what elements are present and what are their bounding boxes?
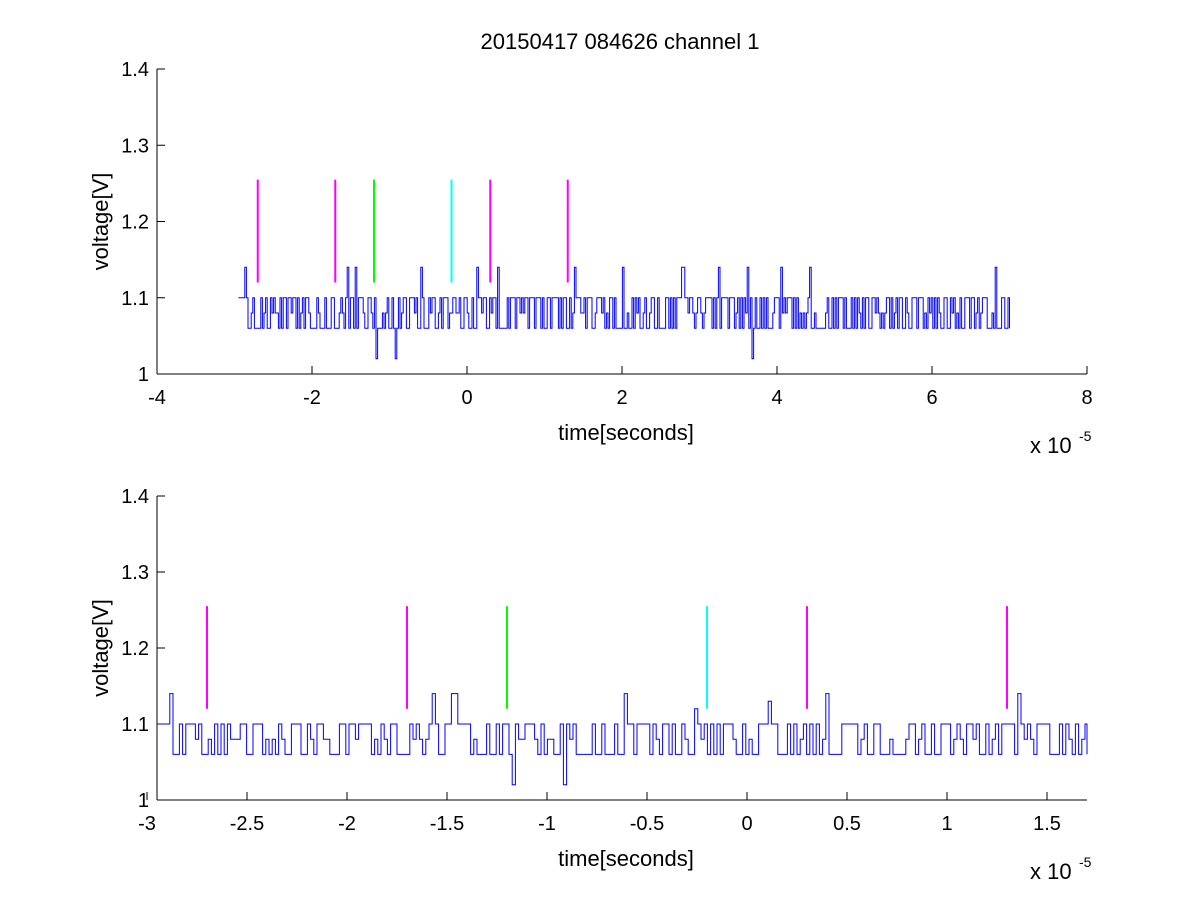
x-axis-label: time[seconds]	[558, 420, 694, 445]
signal-trace	[157, 693, 1088, 786]
x-tick-label: -2.5	[230, 813, 264, 835]
x-tick-label: -1	[538, 813, 556, 835]
x-tick-label: -1.5	[430, 813, 464, 835]
y-tick-label: 1	[138, 790, 149, 812]
y-axis-label: voltage[V]	[88, 599, 113, 697]
y-tick-label: 1.1	[121, 714, 149, 736]
y-tick-label: 1	[138, 364, 149, 386]
x-tick-label: 4	[771, 387, 782, 409]
y-tick-label: 1.4	[121, 59, 149, 81]
x-tick-label: 1	[941, 813, 952, 835]
x-tick-label: -4	[148, 387, 166, 409]
x-tick-label: 6	[926, 387, 937, 409]
bottom-subplot: -3 -2.5 -2 -1.5 -1 -0.5 0 0.5 1 1.5 1 1.1 1.2 1.3 1.4 t…	[88, 486, 1092, 884]
y-tick-label: 1.2	[121, 212, 149, 234]
x-tick-label: 1.5	[1033, 813, 1061, 835]
x-multiplier-label: x 10	[1030, 859, 1072, 884]
y-tick-label: 1.1	[121, 288, 149, 310]
x-multiplier-exponent: -5	[1079, 428, 1092, 444]
x-axis-label: time[seconds]	[558, 846, 694, 871]
x-tick-label: 0.5	[833, 813, 861, 835]
x-tick-label: -2	[303, 387, 321, 409]
x-tick-label: 8	[1081, 387, 1092, 409]
y-axis-label: voltage[V]	[88, 173, 113, 271]
x-tick-label: 2	[616, 387, 627, 409]
y-tick-label: 1.3	[121, 135, 149, 157]
x-tick-label: -0.5	[630, 813, 664, 835]
top-subplot: -4 -2 0 2 4 6 8 1 1.1 1.2 1.3 1.4 time[seconds] volta…	[88, 59, 1093, 458]
x-multiplier-exponent: -5	[1079, 854, 1092, 870]
x-multiplier-label: x 10	[1030, 433, 1072, 458]
x-tick-label: 0	[461, 387, 472, 409]
x-tick-label: -2	[338, 813, 356, 835]
y-tick-label: 1.4	[121, 486, 149, 508]
signal-trace	[238, 266, 1010, 360]
x-tick-label: 0	[741, 813, 752, 835]
x-tick-label: -3	[138, 813, 156, 835]
y-tick-label: 1.2	[121, 638, 149, 660]
y-tick-label: 1.3	[121, 562, 149, 584]
figure-title: 20150417 084626 channel 1	[481, 29, 760, 54]
